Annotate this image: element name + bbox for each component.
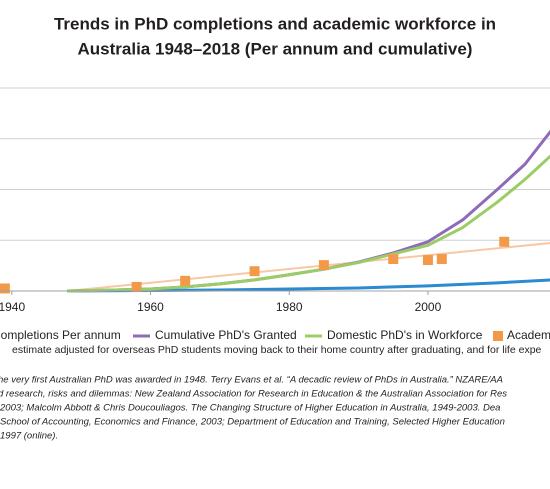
data-point — [0, 283, 10, 294]
source-line: d research, risks and dilemmas: New Zeal… — [0, 389, 507, 400]
data-point — [388, 254, 399, 265]
trend-line — [67, 242, 550, 292]
x-tick-label: 1940 — [0, 300, 25, 314]
plot-area — [0, 129, 550, 294]
data-point — [249, 266, 260, 277]
sources: he very first Australian PhD was awarded… — [0, 375, 507, 442]
grid — [0, 87, 550, 292]
legend-label: Academic Workforce — [507, 328, 550, 342]
source-line: he very first Australian PhD was awarded… — [0, 375, 503, 386]
data-point — [436, 254, 447, 265]
legend-label: Domestic PhD's in Workforce — [327, 328, 483, 342]
source-line: 1997 (online). — [0, 431, 58, 442]
data-point — [422, 255, 433, 266]
chart-title: Australia 1948–2018 (Per annum and cumul… — [78, 39, 473, 58]
x-tick-label: 1960 — [137, 300, 164, 314]
legend-marker — [493, 331, 503, 341]
data-point — [318, 260, 329, 271]
data-point — [180, 275, 191, 286]
source-line: 2003; Malcolm Abbott & Chris Doucouliago… — [0, 403, 500, 414]
legend: Completions Per annum Cumulative PhD's Gr… — [0, 328, 550, 342]
data-point — [131, 281, 142, 292]
x-tick-label: 2000 — [415, 300, 442, 314]
x-axis: 1940 1960 1980 2000 — [0, 290, 550, 314]
legend-label: Cumulative PhD's Granted — [155, 328, 297, 342]
source-line: School of Accounting, Economics and Fina… — [0, 417, 505, 428]
series-line — [67, 278, 550, 293]
chart-title: Trends in PhD completions and academic w… — [54, 14, 496, 33]
series-line — [67, 154, 550, 293]
legend-label: Completions Per annum — [0, 328, 121, 342]
data-point — [499, 236, 510, 247]
x-tick-label: 1980 — [276, 300, 303, 314]
footnote: estimate adjusted for overseas PhD stude… — [12, 344, 542, 356]
